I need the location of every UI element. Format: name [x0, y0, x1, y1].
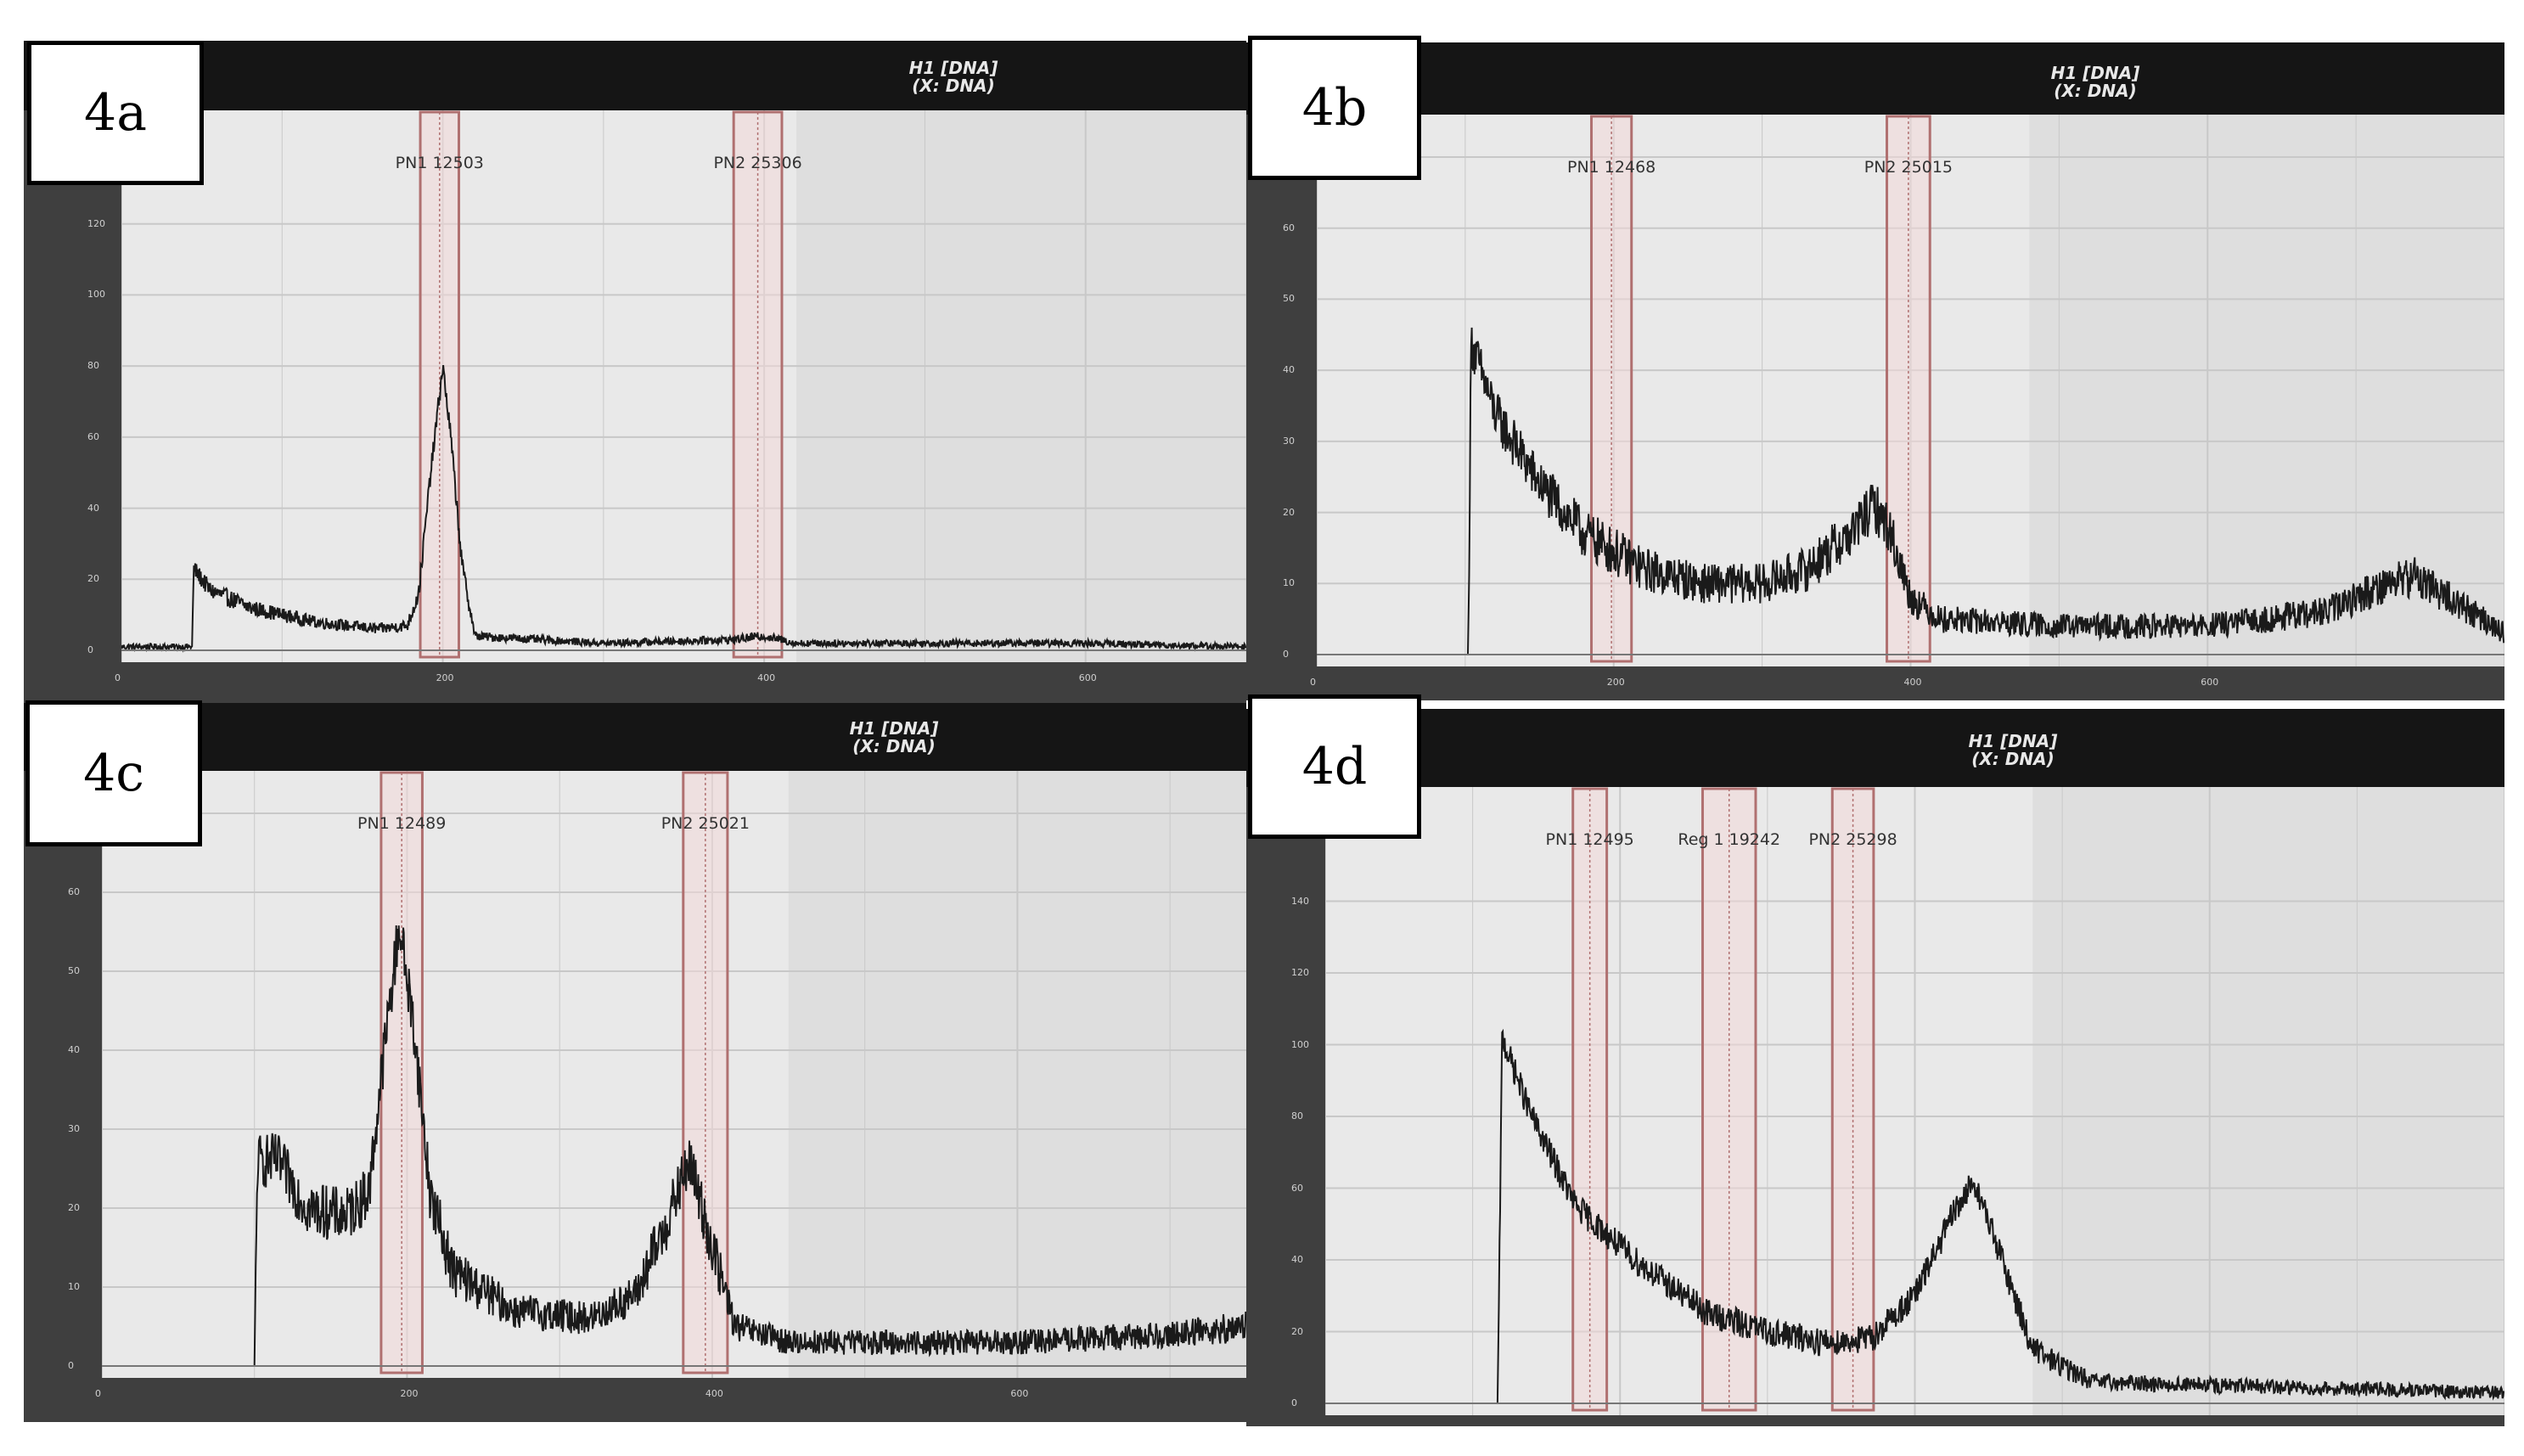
- x-tick-label: 0: [95, 1388, 101, 1399]
- panel-label-4b: 4b: [1248, 36, 1421, 180]
- y-tick-label: 40: [1291, 1254, 1303, 1265]
- chart-title: H1 [DNA] (X: DNA): [849, 718, 939, 756]
- x-tick-label: 400: [757, 672, 776, 683]
- histogram-trace: [102, 925, 1246, 1367]
- plot-area: PN1 12503 PN2 25306: [121, 110, 1246, 662]
- plot-area: PN1 12495 Reg 1 19242 PN2 25298: [1325, 787, 2504, 1415]
- y-tick-label: 20: [1291, 1325, 1303, 1337]
- title-bar: H1 [DNA] (X: DNA): [24, 703, 1246, 771]
- y-tick-label: 120: [1291, 967, 1309, 978]
- y-tick-label: 0: [87, 644, 93, 655]
- x-tick-label: 200: [400, 1388, 419, 1399]
- y-tick-label: 100: [87, 289, 105, 301]
- gate-label: Reg 1 19242: [1678, 830, 1780, 849]
- y-tick-label: 20: [68, 1202, 80, 1213]
- y-tick-label: 0: [1291, 1397, 1297, 1408]
- title-bar: H1 [DNA] (X: DNA): [1246, 709, 2504, 787]
- x-axis-strip: 0 200 400 600: [1246, 666, 2504, 700]
- y-tick-label: 10: [68, 1281, 80, 1292]
- x-axis-strip: 0 200 400 600: [24, 662, 1246, 703]
- y-tick-label: 80: [87, 360, 99, 372]
- gate-label: PN1 12503: [396, 154, 484, 172]
- gate-label: PN1 12468: [1567, 158, 1655, 177]
- y-tick-label: 60: [87, 430, 99, 442]
- x-tick-label: 600: [1078, 672, 1097, 683]
- panel-4b: H1 [DNA] (X: DNA) 010203040506070 PN1 12…: [1246, 42, 2504, 700]
- y-tick-label: 20: [1283, 506, 1295, 518]
- x-tick-label: 0: [115, 672, 121, 683]
- chart-title: H1 [DNA] (X: DNA): [2050, 63, 2140, 101]
- histogram-trace: [1317, 327, 2504, 655]
- chart-title: H1 [DNA] (X: DNA): [908, 58, 998, 96]
- y-tick-label: 60: [1283, 222, 1295, 233]
- plot-band: [2032, 787, 2504, 1415]
- plot-band: [796, 110, 1246, 662]
- gate-label: PN2 25306: [713, 154, 801, 172]
- x-axis-strip: [1246, 1415, 2504, 1426]
- gate-region: [1590, 115, 1633, 663]
- gate-label: PN1 12489: [357, 814, 446, 833]
- panel-label-4c: 4c: [25, 700, 202, 846]
- x-axis-strip: 0 200 400 600: [24, 1378, 1246, 1422]
- x-tick-label: 600: [2201, 677, 2219, 688]
- title-bar: H1 [DNA] (X: DNA): [24, 41, 1246, 110]
- y-tick-label: 80: [1291, 1110, 1303, 1122]
- y-tick-label: 0: [68, 1360, 74, 1371]
- panel-label-4a: 4a: [27, 41, 204, 185]
- y-tick-label: 40: [87, 502, 99, 514]
- chart-title: H1 [DNA] (X: DNA): [1968, 731, 2058, 769]
- y-tick-label: 50: [1283, 293, 1295, 305]
- gate-label: PN2 25021: [661, 814, 750, 833]
- chart-svg: PN1 12468 PN2 25015: [1317, 115, 2504, 666]
- gate-label: PN2 25015: [1864, 158, 1953, 177]
- x-tick-label: 400: [1903, 677, 1922, 688]
- x-tick-label: 200: [436, 672, 454, 683]
- y-tick-label: 40: [68, 1044, 80, 1055]
- y-tick-label: 140: [1291, 895, 1309, 907]
- y-tick-label: 60: [1291, 1182, 1303, 1194]
- chart-svg: PN1 12489 PN2 25021: [102, 771, 1246, 1378]
- x-tick-label: 0: [1310, 677, 1316, 688]
- title-bar: H1 [DNA] (X: DNA): [1246, 42, 2504, 115]
- panel-4d: H1 [DNA] (X: DNA) 0 20 40 60 80 100 120 140 PN1…: [1246, 709, 2504, 1426]
- plot-area: PN1 12489 PN2 25021: [102, 771, 1246, 1378]
- histogram-trace: [1325, 1028, 2504, 1404]
- chart-svg: PN1 12503 PN2 25306: [121, 110, 1246, 662]
- y-axis-strip: 010203040506070: [1246, 115, 1317, 666]
- x-tick-label: 600: [1010, 1388, 1029, 1399]
- gate-label: PN1 12495: [1546, 830, 1634, 849]
- y-tick-label: 60: [68, 886, 80, 897]
- y-tick-label: 30: [68, 1123, 80, 1134]
- y-axis-strip: 0 20 40 60 80 100 120 140: [1246, 787, 1325, 1415]
- y-tick-label: 0: [1283, 649, 1289, 660]
- panel-label-4d: 4d: [1248, 694, 1421, 839]
- y-tick-label: 50: [68, 965, 80, 976]
- panel-4c: H1 [DNA] (X: DNA) 010203040506070 PN1 12…: [24, 703, 1246, 1435]
- histogram-trace: [121, 365, 1246, 653]
- y-tick-label: 30: [1283, 435, 1295, 447]
- y-tick-label: 100: [1291, 1038, 1309, 1050]
- y-axis-strip: 0 20 40 60 80 100 120: [24, 110, 121, 662]
- y-tick-label: 10: [1283, 577, 1295, 589]
- y-tick-label: 120: [87, 217, 105, 229]
- y-axis-strip: 010203040506070: [24, 771, 102, 1378]
- chart-svg: PN1 12495 Reg 1 19242 PN2 25298: [1325, 787, 2504, 1415]
- gate-label: PN2 25298: [1808, 830, 1897, 849]
- panel-4a: H1 [DNA] (X: DNA) 0 20 40 60 80 100 120 PN1 12…: [24, 41, 1246, 703]
- x-tick-label: 200: [1606, 677, 1625, 688]
- x-tick-label: 400: [705, 1388, 723, 1399]
- plot-area: PN1 12468 PN2 25015: [1317, 115, 2504, 666]
- y-tick-label: 20: [87, 573, 99, 585]
- y-tick-label: 40: [1283, 364, 1295, 376]
